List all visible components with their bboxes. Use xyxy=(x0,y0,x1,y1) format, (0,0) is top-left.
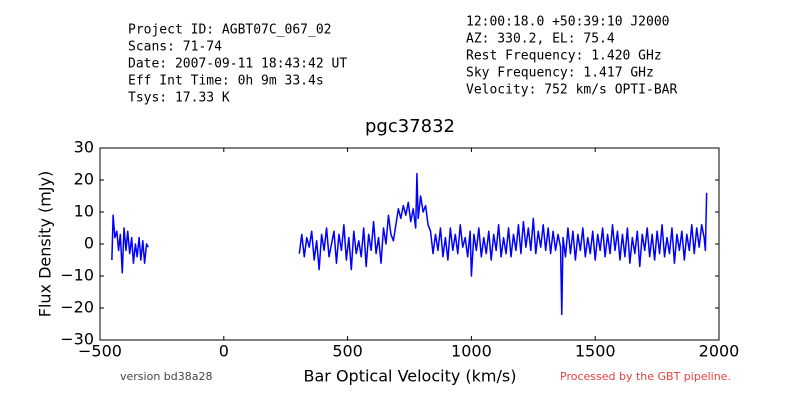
y-tick-label: 0 xyxy=(84,234,94,253)
header-info: Tsys: 17.33 K xyxy=(128,91,230,106)
y-tick-label: −20 xyxy=(60,298,94,317)
header-info: AZ: 330.2, EL: 75.4 xyxy=(466,32,615,47)
header-info: Date: 2007-09-11 18:43:42 UT xyxy=(128,57,347,72)
x-tick-label: 500 xyxy=(332,342,363,361)
x-tick-label: 1000 xyxy=(451,342,492,361)
x-tick-label: 2000 xyxy=(699,342,740,361)
y-tick-label: 10 xyxy=(74,202,94,221)
spectrum-line xyxy=(111,172,708,316)
x-tick-label: 0 xyxy=(219,342,229,361)
x-tick-label: −500 xyxy=(78,342,122,361)
y-tick-label: −30 xyxy=(60,330,94,349)
header-info: Project ID: AGBT07C_067_02 xyxy=(128,23,332,38)
y-tick-label: −10 xyxy=(60,266,94,285)
y-tick-label: 20 xyxy=(74,170,94,189)
header-info: Velocity: 752 km/s OPTI-BAR xyxy=(466,83,677,98)
chart-title: pgc37832 xyxy=(365,116,455,137)
y-tick-label: 30 xyxy=(74,138,94,157)
header-info: Sky Frequency: 1.417 GHz xyxy=(466,66,654,81)
header-info: Eff Int Time: 0h 9m 33.4s xyxy=(128,74,324,89)
x-axis-label: Bar Optical Velocity (km/s) xyxy=(304,367,517,386)
header-info: Rest Frequency: 1.420 GHz xyxy=(466,49,662,64)
y-axis-label: Flux Density (mJy) xyxy=(36,171,55,318)
header-info: Scans: 71-74 xyxy=(128,40,222,55)
footer-version: version bd38a28 xyxy=(120,370,213,383)
header-info: 12:00:18.0 +50:39:10 J2000 xyxy=(466,15,670,30)
x-tick-label: 1500 xyxy=(575,342,616,361)
footer-pipeline: Processed by the GBT pipeline. xyxy=(560,370,731,383)
